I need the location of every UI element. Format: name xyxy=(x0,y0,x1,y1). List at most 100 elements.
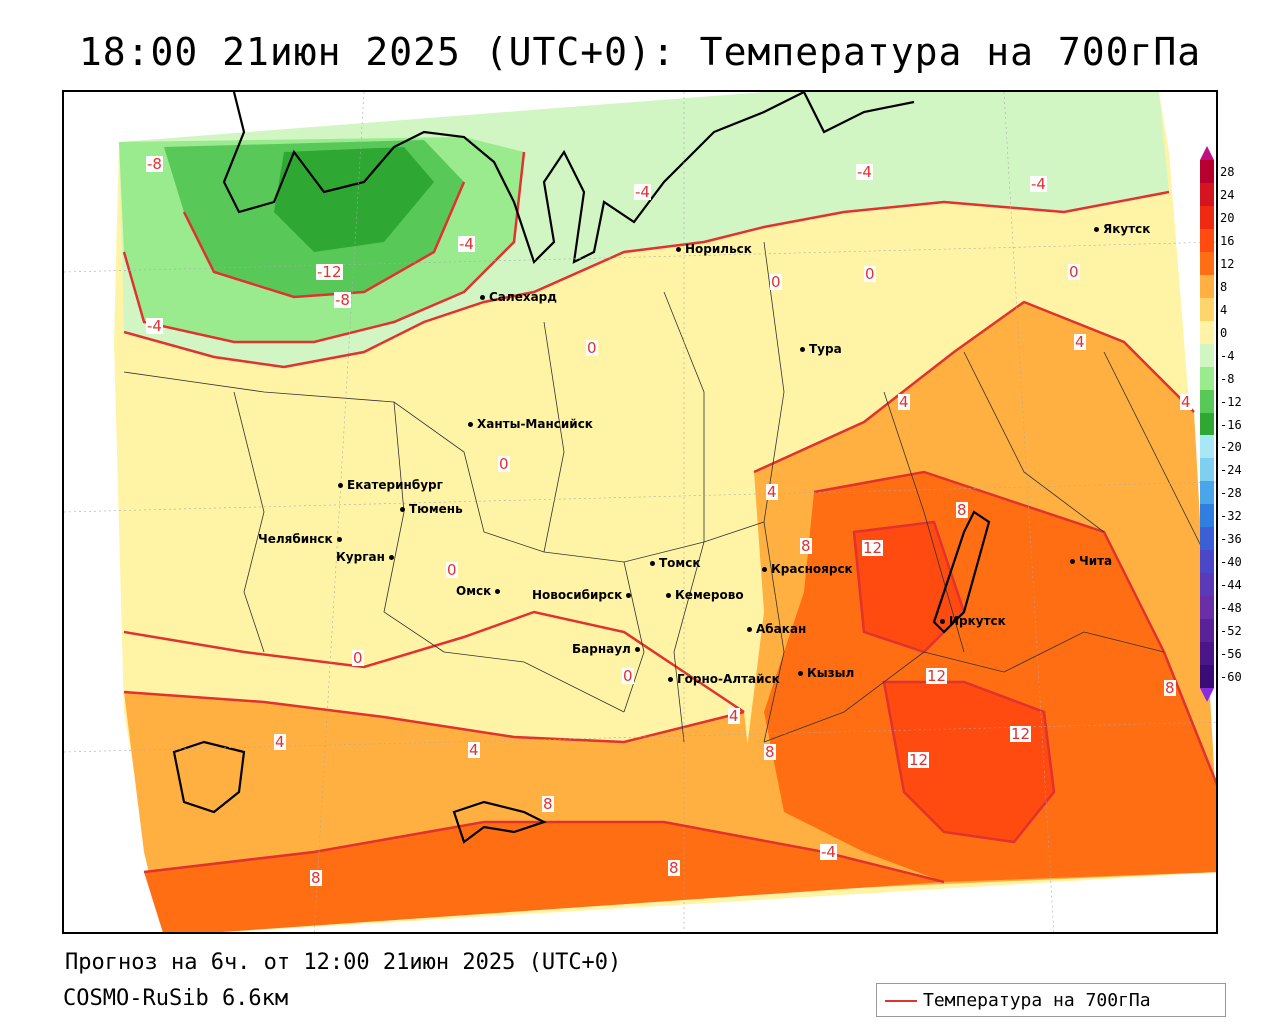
colorbar-tick-label: -20 xyxy=(1220,440,1242,455)
contour-label: 8 xyxy=(800,537,812,555)
colorbar-segment xyxy=(1200,573,1214,597)
colorbar-segment xyxy=(1200,527,1214,551)
city-label: Челябинск xyxy=(258,532,333,546)
city-label: Томск xyxy=(659,556,701,570)
temperature-map[interactable]: Норильск Якутск Салехард Тура Ханты-Манс… xyxy=(62,90,1218,934)
city-marker xyxy=(388,555,394,560)
city-tura: Тура xyxy=(800,342,842,356)
colorbar-segment xyxy=(1200,550,1214,574)
city-marker xyxy=(1070,559,1075,564)
city-marker xyxy=(468,422,473,427)
contour-label: 12 xyxy=(862,539,884,557)
city-label: Салехард xyxy=(489,290,557,304)
contour-label: 8 xyxy=(668,859,680,877)
city-label: Абакан xyxy=(756,622,807,636)
contour-label: -4 xyxy=(634,183,651,201)
colorbar-tick-label: -24 xyxy=(1220,463,1242,478)
model-info: COSMO-RuSib 6.6км xyxy=(63,986,289,1011)
isotherm-neg4 xyxy=(123,190,1170,369)
colorbar-segment xyxy=(1200,205,1214,230)
contour-label: 4 xyxy=(766,483,778,501)
city-label: Иркутск xyxy=(949,614,1006,628)
city-label: Тура xyxy=(809,342,842,356)
colorbar-tick-label: -28 xyxy=(1220,486,1242,501)
city-marker xyxy=(338,483,343,488)
contour-label: 0 xyxy=(586,339,598,357)
city-salekhard: Салехард xyxy=(480,290,557,304)
colorbar-tick-label: -32 xyxy=(1220,509,1242,524)
city-novosibirsk: Новосибирск xyxy=(532,588,635,602)
colorbar-segment xyxy=(1200,343,1214,368)
contour-label: -8 xyxy=(146,155,163,173)
isotherm-neg12 xyxy=(182,181,466,299)
graticule xyxy=(64,92,1216,932)
city-tyumen: Тюмень xyxy=(400,502,463,516)
contour-label: -4 xyxy=(146,317,163,335)
city-marker xyxy=(336,537,342,542)
city-abakan: Абакан xyxy=(747,622,806,636)
contour-label: 0 xyxy=(1068,263,1080,281)
city-kurgan: Курган xyxy=(336,550,398,564)
city-marker xyxy=(800,347,805,352)
contour-label: 8 xyxy=(310,869,322,887)
colorbar-tick-label: -16 xyxy=(1220,417,1242,432)
city-label: Чита xyxy=(1079,554,1113,568)
contour-label: 8 xyxy=(1164,679,1176,697)
city-tomsk: Томск xyxy=(650,556,701,570)
colorbar-tick-label: 12 xyxy=(1220,256,1235,271)
contour-label: -8 xyxy=(334,291,351,309)
city-label: Новосибирск xyxy=(532,588,623,602)
city-label: Ханты-Мансийск xyxy=(477,417,593,431)
city-kyzyl: Кызыл xyxy=(798,666,854,680)
city-marker xyxy=(650,561,655,566)
contour-label: 4 xyxy=(468,741,480,759)
colorbar-segment xyxy=(1200,412,1214,436)
city-marker xyxy=(747,627,752,632)
field-8-12-south xyxy=(144,822,944,932)
admin-borders xyxy=(123,241,1205,743)
colorbar-segment xyxy=(1200,642,1214,666)
colorbar-tick-label: -56 xyxy=(1220,647,1242,662)
colorbar-segment xyxy=(1200,297,1214,322)
city-yekaterinburg: Екатеринбург xyxy=(338,478,443,492)
contour-label: 0 xyxy=(498,455,510,473)
city-label: Омск xyxy=(456,584,492,598)
colorbar-tick-label: 8 xyxy=(1220,279,1228,294)
colorbar-segment xyxy=(1200,619,1214,643)
colorbar-segment xyxy=(1200,504,1214,528)
city-label: Екатеринбург xyxy=(347,478,443,492)
contour-label: -12 xyxy=(316,263,343,281)
contour-label: 8 xyxy=(542,795,554,813)
contour-label: 4 xyxy=(728,707,740,725)
legend-label: Температура на 700гПа xyxy=(923,990,1151,1011)
city-marker xyxy=(798,671,803,676)
contour-label: 12 xyxy=(926,667,948,685)
city-chelyabinsk: Челябинск xyxy=(258,532,346,546)
colorbar-tick-label: -44 xyxy=(1220,578,1242,593)
contour-label: 0 xyxy=(864,265,876,283)
city-label: Красноярск xyxy=(771,562,853,576)
city-label: Кемерово xyxy=(675,588,744,602)
contour-label: 12 xyxy=(908,751,930,769)
contour-label: 8 xyxy=(956,501,968,519)
page-title: 18:00 21июн 2025 (UTC+0): Температура на… xyxy=(78,30,1202,74)
colorbar-tick-label: 0 xyxy=(1220,325,1228,340)
colorbar-segment xyxy=(1200,228,1214,253)
colorbar-segment xyxy=(1200,481,1214,505)
city-marker xyxy=(1094,227,1099,232)
city-label: Горно-Алтайск xyxy=(677,672,780,686)
colorbar-tick-label: -52 xyxy=(1220,624,1242,639)
contour-label: -4 xyxy=(1030,175,1047,193)
contour-label: 0 xyxy=(770,273,782,291)
isotherm-0-south xyxy=(123,610,745,714)
contour-label: -4 xyxy=(856,163,873,181)
city-label: Курган xyxy=(336,550,385,564)
city-label: Тюмень xyxy=(409,502,463,516)
city-marker xyxy=(668,677,673,682)
colorbar-tick-label: 4 xyxy=(1220,302,1228,317)
colorbar-tick-label: -60 xyxy=(1220,670,1242,685)
forecast-info: Прогноз на 6ч. от 12:00 21июн 2025 (UTC+… xyxy=(65,950,622,975)
city-label: Норильск xyxy=(685,242,752,256)
city-marker xyxy=(676,247,681,252)
colorbar-segment xyxy=(1200,160,1214,184)
